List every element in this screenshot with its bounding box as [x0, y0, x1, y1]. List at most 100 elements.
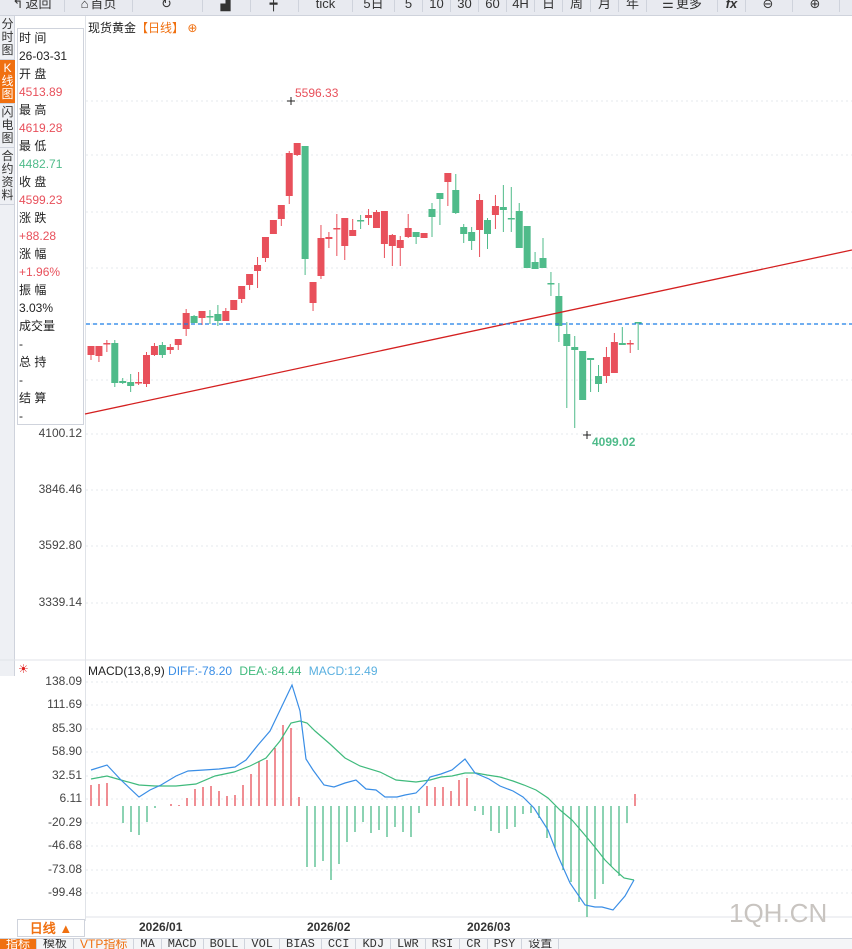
info-label: 振 幅 [19, 283, 47, 297]
info-value: - [19, 337, 23, 351]
toolbar-button-zoom-in[interactable]: ⊕ [793, 0, 840, 12]
axis-tick-label: 3592.80 [38, 538, 82, 552]
indicator-tab-cr[interactable]: CR [460, 939, 488, 949]
toolbar-button-首页[interactable]: ⌂ 首页 [65, 0, 133, 12]
indicator-tab-指标[interactable]: 指标 [0, 939, 38, 949]
macd-settings-icon[interactable]: ☀ [18, 662, 29, 676]
indicator-tab-vtp指标[interactable]: VTP指标 [74, 939, 135, 949]
axis-tick-label: -99.48 [47, 885, 82, 899]
macd-value: MACD:12.49 [308, 664, 378, 678]
info-value: +1.96% [19, 265, 61, 279]
side-tab-2[interactable]: 闪电图 [0, 104, 15, 148]
info-value: 3.03% [19, 301, 54, 315]
info-label: 涨 幅 [19, 247, 47, 261]
candle-body [309, 282, 317, 303]
info-label: 结 算 [19, 391, 47, 405]
toolbar-button-60[interactable]: 60 [479, 0, 507, 12]
dea-value: DEA:-84.44 [239, 664, 302, 678]
zoom-in-icon: ⊕ [809, 0, 821, 11]
candle-body [523, 226, 531, 268]
toolbar-button-refresh[interactable]: ↻ [133, 0, 203, 12]
toolbar-label: 60 [485, 0, 500, 11]
high-marker-icon [287, 97, 295, 105]
indicator-tab-boll[interactable]: BOLL [204, 939, 246, 949]
toolbar-button-5日[interactable]: 5日 [353, 0, 395, 12]
toolbar-label: 5 [404, 0, 413, 11]
ohlc-info-panel: 时 间 26-03-31 开 盘 4513.89 最 高 4619.28 最 低 4482.7… [17, 28, 84, 425]
side-tab-3[interactable]: 合约资料 [0, 148, 15, 205]
info-label: 最 低 [19, 139, 47, 153]
candle-body [285, 153, 293, 196]
zoom-out-icon: ⊖ [762, 0, 774, 11]
candle-body [198, 311, 206, 318]
candle-body [452, 190, 460, 213]
candle-body [174, 339, 182, 345]
indicator-tab-vol[interactable]: VOL [245, 939, 281, 949]
toolbar-button-年[interactable]: 年 [619, 0, 647, 12]
symbol-name: 现货黄金 [88, 21, 137, 35]
toolbar-label: 月 [597, 0, 611, 11]
back-arrow-icon: ↰ [12, 0, 24, 11]
toolbar-label: 首页 [90, 0, 117, 11]
info-value: - [19, 409, 23, 423]
info-value: 4619.28 [19, 121, 63, 135]
candle-body [412, 232, 420, 237]
toolbar-button-tick[interactable]: tick [299, 0, 353, 12]
indicator-tab-psy[interactable]: PSY [488, 939, 523, 949]
toolbar-button-月[interactable]: 月 [591, 0, 619, 12]
date-tick-label: 2026/01 [139, 920, 183, 934]
date-tick-label: 2026/02 [307, 920, 351, 934]
candle-body [579, 351, 587, 400]
candle-body [317, 238, 325, 276]
candle-body [610, 342, 618, 373]
toolbar-button-5[interactable]: 5 [395, 0, 423, 12]
candle-body [261, 237, 269, 258]
indicator-tab-ma[interactable]: MA [134, 939, 162, 949]
indicator-tab-模板[interactable]: 模板 [37, 939, 75, 949]
indicator-tab-kdj[interactable]: KDJ [356, 939, 392, 949]
period-label: 【日线】 [136, 21, 185, 35]
toolbar-button-周[interactable]: 周 [563, 0, 591, 12]
period-selector[interactable]: 日线 ▲ [17, 919, 85, 937]
toolbar-button-更多[interactable]: ☰ 更多 [647, 0, 718, 12]
indicator-tab-lwr[interactable]: LWR [391, 939, 426, 949]
indicator-tab-macd[interactable]: MACD [162, 939, 204, 949]
info-value: 4599.23 [19, 193, 63, 207]
toolbar-button-30[interactable]: 30 [451, 0, 479, 12]
axis-tick-label: 4100.12 [38, 426, 82, 440]
candle-body [626, 343, 634, 345]
indicator-tab-bias[interactable]: BIAS [280, 939, 322, 949]
toolbar-button-indicator[interactable]: ┿ [251, 0, 299, 12]
indicator-tab-rsi[interactable]: RSI [426, 939, 461, 949]
toolbar-label: 5日 [363, 0, 384, 11]
candle-body [484, 220, 491, 234]
indicator-tab-cci[interactable]: CCI [322, 939, 357, 949]
candle-body [277, 205, 285, 219]
candle-body [547, 283, 555, 285]
candle-body [539, 258, 547, 268]
toolbar-button-日[interactable]: 日 [535, 0, 563, 12]
candle-body [119, 381, 127, 383]
candle-body [95, 346, 103, 356]
axis-tick-label: 6.11 [59, 791, 82, 805]
diff-value: DIFF:-78.20 [168, 664, 233, 678]
add-indicator-icon[interactable]: ⊕ [187, 21, 198, 35]
toolbar-button-返回[interactable]: ↰ 返回 [0, 0, 65, 12]
candle-body [87, 346, 95, 355]
toolbar-button-zoom-out[interactable]: ⊖ [746, 0, 793, 12]
watermark: 1QH.CN [729, 898, 828, 928]
toolbar-button-10[interactable]: 10 [423, 0, 451, 12]
toolbar-button-chart-bars[interactable]: ▟ [203, 0, 251, 12]
candle-body [206, 316, 214, 318]
candle-body [428, 209, 436, 217]
indicator-tab-设置[interactable]: 设置 [522, 939, 560, 949]
toolbar-label: 周 [569, 0, 583, 11]
toolbar-button-4H[interactable]: 4H [507, 0, 535, 12]
toolbar-button-fx[interactable]: fx [718, 0, 746, 12]
toolbar-label: fx [725, 0, 738, 11]
axis-divider [85, 16, 86, 921]
side-tab-0[interactable]: 分时图 [0, 16, 15, 60]
candle-body [365, 215, 373, 218]
